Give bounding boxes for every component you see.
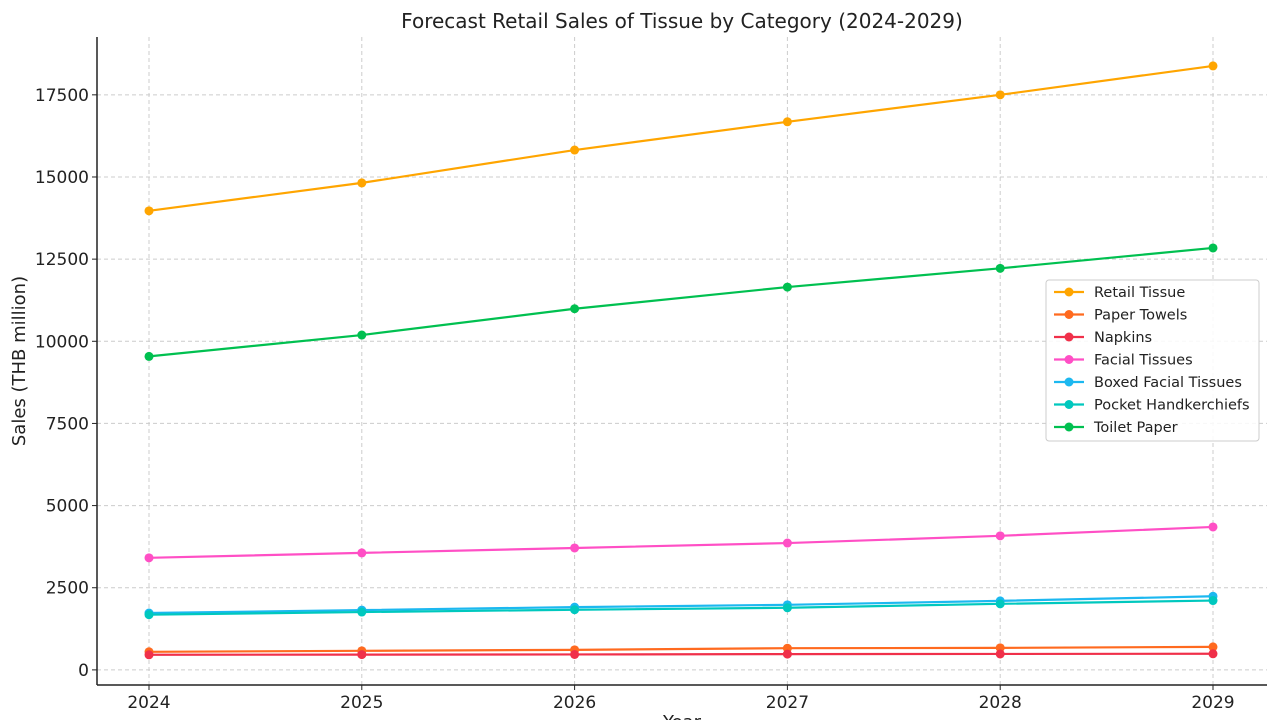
data-point-toilet-paper xyxy=(1208,243,1218,253)
y-axis-label: Sales (THB million) xyxy=(9,276,30,446)
x-tick-label: 2026 xyxy=(553,693,596,713)
x-axis-label: Year xyxy=(662,712,702,720)
legend-label-boxed-facial-tissues: Boxed Facial Tissues xyxy=(1094,375,1242,391)
legend-marker-napkins xyxy=(1064,332,1074,342)
data-point-napkins xyxy=(782,649,792,659)
data-point-facial-tissues xyxy=(144,553,154,563)
series-group xyxy=(144,61,1218,660)
x-tick-label: 2027 xyxy=(766,693,809,713)
data-point-napkins xyxy=(357,650,367,660)
legend-label-napkins: Napkins xyxy=(1094,330,1152,346)
legend-marker-retail-tissue xyxy=(1064,287,1074,297)
data-point-toilet-paper xyxy=(570,304,580,314)
series-line-pocket-handkerchiefs xyxy=(148,599,1214,616)
legend-marker-toilet-paper xyxy=(1064,422,1074,432)
data-point-retail-tissue xyxy=(357,178,367,188)
data-point-napkins xyxy=(995,649,1005,659)
data-point-napkins xyxy=(144,650,154,660)
data-point-paper-towels xyxy=(1208,642,1218,652)
x-tick-label: 2029 xyxy=(1191,693,1234,713)
legend-box xyxy=(1045,279,1260,442)
y-tick-label: 17500 xyxy=(35,86,89,106)
series-line-toilet-paper xyxy=(148,246,1214,358)
data-point-toilet-paper xyxy=(357,330,367,340)
data-point-toilet-paper xyxy=(782,282,792,292)
series-line-facial-tissues xyxy=(148,525,1214,559)
legend-label-paper-towels: Paper Towels xyxy=(1094,308,1187,324)
legend-label-facial-tissues: Facial Tissues xyxy=(1094,353,1193,369)
legend-label-retail-tissue: Retail Tissue xyxy=(1094,285,1185,301)
y-tick-label: 0 xyxy=(78,661,89,681)
axes: 2024 2025 2026 2027 2028 2029 0 2500 5000 7500 100… xyxy=(35,37,1267,713)
data-point-retail-tissue xyxy=(782,117,792,127)
data-point-pocket-handkerchiefs xyxy=(1208,596,1218,606)
data-point-facial-tissues xyxy=(570,543,580,553)
data-point-facial-tissues xyxy=(782,538,792,548)
data-point-napkins xyxy=(570,649,580,659)
x-tick-label: 2025 xyxy=(340,693,383,713)
data-point-pocket-handkerchiefs xyxy=(995,599,1005,609)
data-point-napkins xyxy=(1208,649,1218,659)
data-point-retail-tissue xyxy=(570,145,580,155)
legend-marker-paper-towels xyxy=(1064,310,1074,319)
y-tick-label: 7500 xyxy=(46,414,89,434)
y-tick-label: 2500 xyxy=(46,579,89,599)
chart-title: Forecast Retail Sales of Tissue by Categ… xyxy=(401,9,963,33)
series-line-retail-tissue xyxy=(148,64,1214,212)
data-point-pocket-handkerchiefs xyxy=(782,603,792,613)
legend-label-toilet-paper: Toilet Paper xyxy=(1093,420,1178,436)
legend-marker-pocket-handkerchiefs xyxy=(1064,400,1074,409)
data-point-retail-tissue xyxy=(995,90,1005,100)
y-tick-label: 10000 xyxy=(35,332,89,352)
series-line-paper-towels xyxy=(148,645,1214,653)
data-point-pocket-handkerchiefs xyxy=(357,607,367,617)
legend-marker-boxed-facial-tissues xyxy=(1064,377,1074,387)
legend-marker-facial-tissues xyxy=(1064,355,1074,364)
x-tick-label: 2024 xyxy=(127,693,170,713)
y-tick-label: 15000 xyxy=(35,168,89,188)
legend: Retail Tissue Paper Towels Napkins Facial T… xyxy=(1045,279,1260,442)
data-point-retail-tissue xyxy=(144,206,154,216)
data-point-retail-tissue xyxy=(1208,61,1218,71)
y-tick-label: 5000 xyxy=(46,497,89,517)
data-point-facial-tissues xyxy=(995,531,1005,541)
data-point-toilet-paper xyxy=(144,351,154,361)
x-tick-label: 2028 xyxy=(979,693,1022,713)
data-point-toilet-paper xyxy=(995,263,1005,273)
legend-label-pocket-handkerchiefs: Pocket Handkerchiefs xyxy=(1094,398,1250,414)
data-point-facial-tissues xyxy=(1208,522,1218,532)
data-point-pocket-handkerchiefs xyxy=(570,605,580,615)
data-point-pocket-handkerchiefs xyxy=(144,610,154,620)
data-point-facial-tissues xyxy=(357,548,367,558)
y-tick-label: 12500 xyxy=(35,250,89,270)
series-line-napkins xyxy=(148,652,1214,656)
series-line-boxed-facial-tissues xyxy=(148,595,1214,615)
